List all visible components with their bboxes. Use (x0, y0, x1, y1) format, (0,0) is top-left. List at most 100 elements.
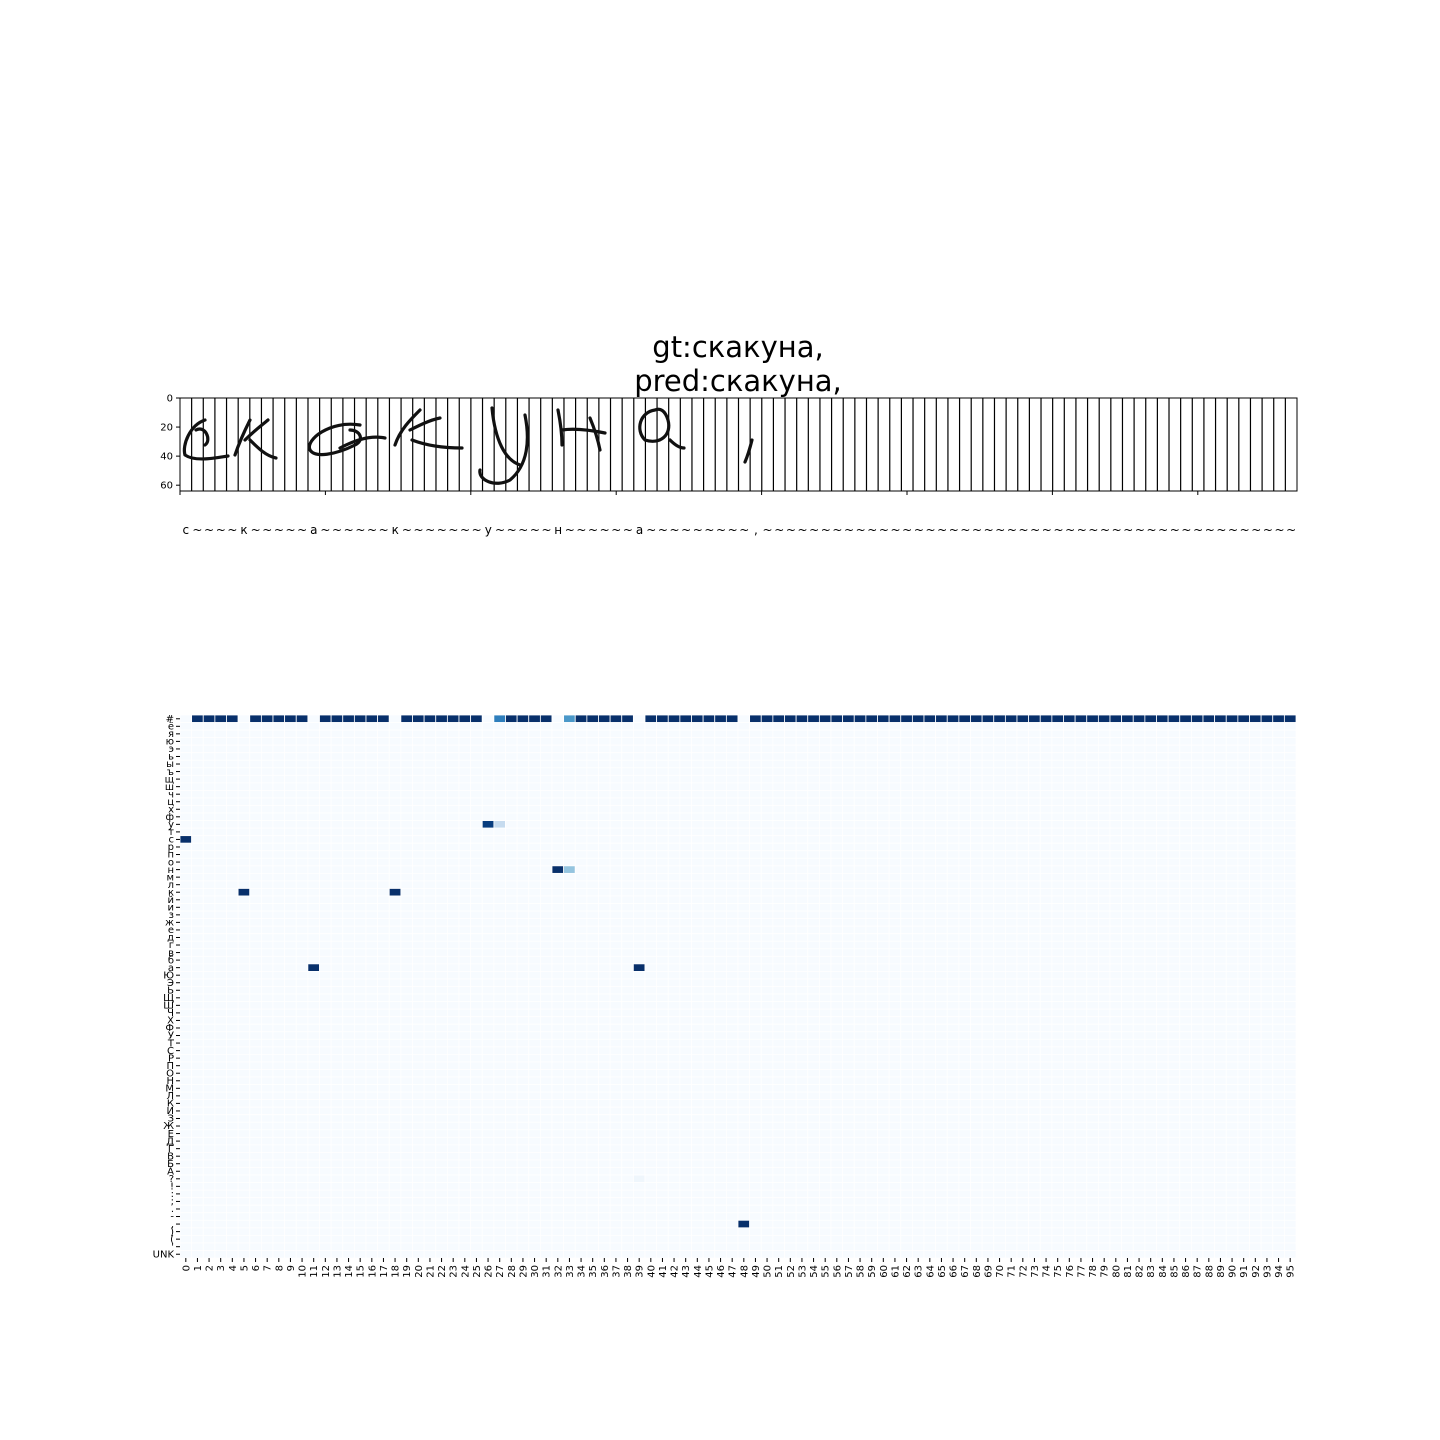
heatmap-cell (353, 729, 367, 739)
heatmap-cell (900, 767, 913, 776)
heatmap-cell (458, 993, 472, 1002)
heatmap-cell (830, 805, 844, 814)
heatmap-cell (272, 1038, 286, 1048)
heatmap-cell (1016, 729, 1030, 739)
heatmap-cell (284, 872, 297, 882)
heatmap-cell (1202, 1053, 1216, 1063)
heatmap-cell (446, 1046, 460, 1055)
heatmap-cell (388, 767, 402, 776)
heatmap-cell (505, 1038, 518, 1048)
heatmap-cell (1214, 971, 1227, 980)
heatmap-cell (528, 986, 541, 995)
heatmap-cell (1214, 850, 1227, 859)
heatmap-cell (795, 895, 809, 904)
heatmap-cell (330, 1031, 344, 1040)
heatmap-cell (586, 872, 599, 882)
heatmap-cell (1179, 714, 1192, 723)
decoded-char: ~ (821, 523, 831, 537)
heatmap-cell (563, 1061, 576, 1070)
heatmap-cell (493, 752, 506, 761)
heatmap-cell (842, 888, 855, 897)
heatmap-cell (1086, 888, 1099, 897)
heatmap-cell (1039, 737, 1053, 746)
heatmap-cell (342, 918, 355, 927)
heatmap-cell (1237, 1053, 1250, 1063)
heatmap-cell (1156, 850, 1169, 859)
heatmap-cell (191, 850, 204, 859)
heatmap-cell (667, 933, 681, 942)
heatmap-cell (970, 993, 983, 1002)
heatmap-cell (970, 963, 983, 972)
heatmap-cell (760, 714, 774, 723)
heatmap-cell (1179, 805, 1192, 814)
heatmap-cell (353, 774, 367, 784)
heatmap-cell (818, 1061, 832, 1070)
heatmap-cell (1039, 835, 1053, 844)
heatmap-cell (1074, 1016, 1088, 1025)
heatmap-cell (1283, 1023, 1297, 1033)
heatmap-cell (1028, 872, 1041, 882)
heatmap-cell (830, 827, 844, 837)
heatmap-cell (714, 820, 727, 829)
heatmap-cell (807, 1053, 820, 1063)
heatmap-cell (935, 971, 948, 980)
heatmap-cell (784, 940, 797, 950)
heatmap-cell (1004, 1061, 1018, 1070)
heatmap-cell (1109, 1038, 1123, 1048)
heatmap-cell (1028, 993, 1041, 1002)
heatmap-cell (656, 955, 669, 965)
pred-label: pred:скакуна, (634, 364, 842, 398)
heatmap-cell (1167, 752, 1181, 761)
heatmap-cell (260, 722, 274, 731)
heatmap-cell (214, 865, 227, 874)
heatmap-cell (853, 872, 867, 882)
heatmap-cell (784, 805, 797, 814)
heatmap-cell (586, 1001, 599, 1010)
heatmap-cell (667, 963, 681, 972)
heatmap-cell (598, 1061, 611, 1070)
heatmap-cell (1237, 986, 1250, 995)
heatmap-cell (377, 827, 390, 837)
heatmap-cell (505, 955, 518, 965)
heatmap-cell (1237, 790, 1250, 799)
heatmap-cell (214, 1069, 227, 1078)
heatmap-cell (621, 918, 634, 927)
heatmap-cell (1167, 933, 1181, 942)
heatmap-cell (586, 767, 599, 776)
heatmap-cell (1016, 888, 1030, 897)
heatmap-cell (946, 797, 960, 806)
heatmap-cell (586, 729, 599, 739)
heatmap-cell (714, 1038, 727, 1048)
heatmap-cell (1063, 1046, 1076, 1055)
heatmap-cell (202, 895, 216, 904)
heatmap-cell (644, 1076, 658, 1085)
heatmap-cell (505, 880, 518, 889)
heatmap-cell (1039, 948, 1053, 957)
heatmap-cell (1051, 790, 1064, 799)
heatmap-cell (1039, 722, 1053, 731)
heatmap-cell (656, 812, 669, 821)
heatmap-cell (842, 820, 855, 829)
heatmap-cell (1190, 805, 1204, 814)
heatmap-cell (853, 850, 867, 859)
heatmap-cell (1249, 1031, 1262, 1040)
heatmap-cell (1179, 722, 1192, 731)
heatmap-cell (493, 842, 506, 852)
heatmap-cell (725, 827, 739, 837)
heatmap-cell (1039, 797, 1053, 806)
heatmap-cell (935, 1076, 948, 1085)
heatmap-cell (191, 1031, 204, 1040)
heatmap-cell (1039, 1061, 1053, 1070)
heatmap-cell (1063, 737, 1076, 746)
heatmap-cell (1272, 782, 1285, 791)
heatmap-cell (272, 1084, 286, 1093)
heatmap-cell (435, 759, 448, 769)
heatmap-cell (423, 782, 437, 791)
heatmap-cell (1132, 903, 1146, 912)
heatmap-cell (295, 759, 309, 769)
heatmap-cell (446, 880, 460, 889)
heatmap-cell (493, 820, 506, 829)
heatmap-cell (679, 933, 692, 942)
heatmap-cell (1190, 1038, 1204, 1048)
heatmap-cell (284, 1046, 297, 1055)
